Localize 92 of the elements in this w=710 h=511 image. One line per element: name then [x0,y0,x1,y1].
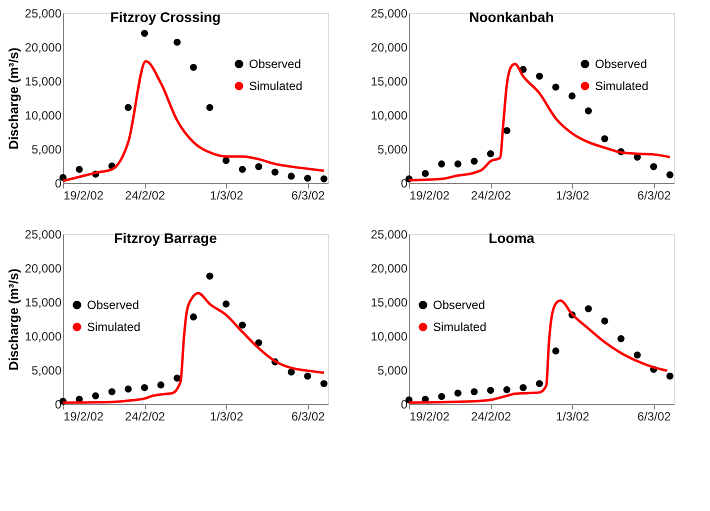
y-tick-label: 5,000 [31,142,62,156]
legend-label: Simulated [433,320,486,334]
legend-label: Observed [87,298,140,312]
y-axis-title: Discharge (m³/s) [6,268,21,370]
x-tick-label: 24/2/02 [125,410,166,424]
y-tick-label: 25,000 [370,6,408,20]
y-tick-label: 25,000 [24,6,62,20]
x-tick-label: 24/2/02 [471,188,512,202]
point [520,384,527,392]
y-tick-label: 10,000 [370,108,408,122]
point [536,380,543,388]
point [487,386,494,394]
point [536,72,543,80]
point [666,171,674,178]
point [666,372,674,380]
point [206,272,214,280]
point [238,322,246,329]
x-tick-label: 6/3/02 [637,188,672,202]
point [601,318,608,325]
y-tick-label: 5,000 [377,364,408,378]
point [503,386,510,394]
y-axis-title: Discharge (m³/s) [6,48,21,150]
point [503,127,510,134]
y-tick-label: 20,000 [370,40,408,54]
y-tick-label: 5,000 [31,364,62,378]
point [438,160,446,168]
legend-label: Observed [433,298,486,312]
point [568,92,576,100]
y-tick-label: 15,000 [24,296,62,310]
point [438,392,446,400]
x-tick-label: 19/2/02 [64,188,104,202]
point [584,305,592,312]
point [320,380,328,388]
y-tick-label: 15,000 [370,74,408,88]
y-tick-label: 25,000 [370,228,408,242]
y-tick-label: 0 [400,398,408,412]
point [552,84,560,91]
y-tick-label: 20,000 [24,40,62,54]
point [174,374,181,382]
point [617,335,625,342]
x-tick-label: 1/3/02 [556,410,590,424]
x-tick-label: 19/2/02 [410,410,450,424]
point [108,388,116,396]
legend-label: Simulated [249,79,302,93]
y-tick-label: 15,000 [370,296,408,310]
y-tick-label: 0 [54,176,62,190]
chart-title: Looma [488,230,535,246]
x-tick-label: 1/3/02 [210,188,244,202]
x-tick-label: 24/2/02 [125,188,166,202]
point [650,163,658,170]
y-tick-label: 10,000 [24,108,62,122]
y-tick-label: 20,000 [370,262,408,276]
y-tick-label: 10,000 [370,330,408,344]
y-tick-label: 5,000 [377,142,408,156]
point [601,135,608,142]
point [470,158,478,165]
point [157,381,164,388]
x-tick-label: 6/3/02 [291,188,326,202]
point [454,160,462,168]
y-tick-label: 15,000 [24,74,62,88]
point [470,388,478,396]
point [190,313,197,320]
point [584,107,592,114]
legend-label: Simulated [595,79,648,93]
point [141,384,148,392]
x-tick-label: 1/3/02 [556,188,590,202]
point [92,392,100,400]
legend-label: Observed [595,57,648,71]
point [222,300,230,308]
x-tick-label: 6/3/02 [291,410,326,424]
legend-label: Simulated [87,320,140,334]
y-tick-label: 10,000 [24,330,62,344]
point [288,368,295,376]
x-tick-label: 24/2/02 [471,410,512,424]
point [422,170,429,178]
x-tick-label: 6/3/02 [637,410,672,424]
x-tick-label: 1/3/02 [210,410,244,424]
y-tick-label: 20,000 [24,262,62,276]
legend-label: Observed [249,57,302,71]
chart-title: Noonkanbah [469,9,554,25]
y-tick-label: 0 [400,176,408,190]
chart-title: Fitzroy Barrage [114,230,218,246]
y-tick-label: 25,000 [24,228,62,242]
point [124,386,132,393]
point [552,347,560,354]
chart-title: Fitzroy Crossing [110,9,221,25]
x-tick-label: 19/2/02 [64,410,104,424]
point [454,390,462,397]
point [634,352,641,359]
point [487,150,494,158]
x-tick-label: 19/2/02 [410,188,450,202]
point [304,372,312,380]
